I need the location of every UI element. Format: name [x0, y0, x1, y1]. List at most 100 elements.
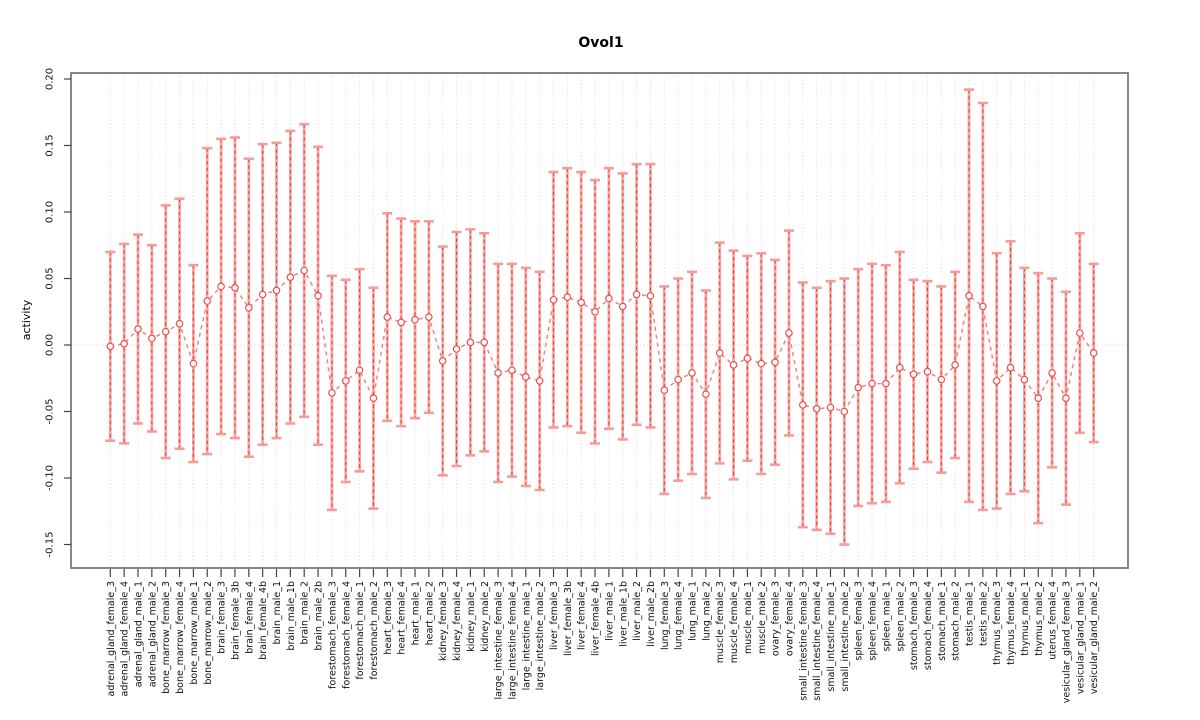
x-tick-label: liver_male_2	[632, 581, 643, 641]
x-tick-label: stomach_male_1	[937, 581, 948, 661]
x-tick-label: spleen_male_2	[895, 581, 906, 651]
y-axis-label: activity	[20, 299, 33, 340]
data-point	[314, 291, 322, 300]
x-tick-label: testis_male_1	[965, 581, 976, 646]
x-tick-label: ovary_female_3	[771, 581, 782, 656]
x-tick-label: liver_female_4	[577, 581, 588, 650]
x-tick-label: thymus_male_2	[1034, 581, 1045, 656]
data-point	[812, 405, 821, 413]
data-point	[992, 377, 1001, 385]
data-point	[355, 366, 364, 375]
data-point	[702, 390, 710, 399]
x-tick-label: forestomach_female_4	[341, 581, 352, 689]
x-tick-label: bone_marrow_female_3	[161, 581, 172, 694]
x-tick-label: heart_male_1	[411, 581, 422, 645]
data-point	[1020, 375, 1029, 384]
data-point	[646, 291, 655, 300]
data-point	[1076, 329, 1084, 337]
data-point	[425, 313, 433, 321]
x-tick-label: heart_male_2	[424, 581, 435, 645]
data-point	[937, 375, 946, 384]
x-tick-label: vesicular_gland_male_2	[1089, 581, 1100, 694]
data-point	[1062, 394, 1070, 403]
data-point	[577, 298, 586, 307]
data-point	[979, 302, 987, 311]
data-point	[660, 386, 669, 395]
y-tick-label: 0.05	[45, 267, 56, 289]
x-tick-label: bone_marrow_male_2	[203, 581, 214, 685]
x-tick-label: uterus_female_4	[1048, 581, 1059, 660]
x-tick-label: heart_female_4	[397, 581, 408, 655]
x-tick-label: muscle_female_3	[715, 581, 726, 663]
x-tick-label: muscle_male_2	[757, 581, 768, 654]
data-point	[328, 389, 336, 397]
y-tick-label: 0.15	[45, 134, 56, 156]
data-point	[605, 294, 613, 303]
data-point	[882, 379, 890, 388]
x-tick-label: brain_male_1b	[286, 581, 297, 651]
data-point	[148, 334, 156, 343]
data-point	[189, 359, 198, 368]
x-tick-label: brain_female_3b	[230, 581, 241, 660]
plot-frame	[70, 72, 1129, 569]
x-tick-label: small_intestine_male_1	[826, 581, 837, 692]
x-tick-label: brain_male_1	[272, 581, 283, 645]
x-tick-label: brain_female_3	[217, 581, 228, 654]
x-tick-label: liver_female_3b	[563, 581, 574, 656]
data-point	[1089, 349, 1098, 357]
data-point	[674, 375, 682, 384]
data-point	[203, 297, 212, 305]
data-point	[438, 357, 447, 365]
x-tick-label: large_intestine_male_1	[521, 581, 532, 690]
x-tick-label: brain_female_4b	[258, 581, 269, 660]
series-line	[110, 269, 1095, 413]
data-point	[688, 369, 696, 377]
data-point	[272, 286, 281, 295]
data-point	[591, 307, 599, 316]
data-point	[632, 290, 641, 299]
data-point	[854, 383, 863, 392]
x-tick-label: brain_male_2b	[314, 581, 325, 651]
data-point	[411, 315, 419, 324]
x-tick-label: forestomach_female_3	[327, 581, 338, 689]
x-tick-label: vesicular_gland_male_1	[1075, 581, 1086, 694]
data-point	[286, 273, 295, 281]
y-tick-label: 0.00	[45, 334, 56, 356]
data-point	[231, 284, 239, 292]
x-tick-label: liver_male_2b	[646, 581, 657, 647]
data-point	[923, 367, 932, 376]
data-point	[508, 366, 516, 375]
x-tick-label: kidney_male_1	[466, 581, 477, 652]
x-tick-label: spleen_female_4	[868, 581, 879, 661]
data-point	[1006, 363, 1015, 372]
data-point	[161, 327, 170, 336]
x-tick-label: ovary_female_4	[784, 581, 795, 656]
data-point	[715, 349, 724, 357]
data-point	[120, 339, 128, 348]
x-tick-label: bone_marrow_female_4	[175, 581, 186, 694]
data-point	[106, 342, 115, 351]
y-tick-label: 0.10	[45, 201, 56, 223]
data-point	[1034, 394, 1043, 403]
x-tick-label: large_intestine_male_2	[535, 581, 546, 690]
x-tick-label: kidney_male_2	[480, 581, 491, 652]
x-tick-label: kidney_female_3	[438, 581, 449, 661]
data-point	[757, 359, 766, 368]
data-point	[397, 318, 405, 327]
x-tick-label: forestomach_male_2	[369, 581, 380, 680]
data-point	[826, 403, 835, 412]
x-tick-label: spleen_male_1	[881, 581, 892, 651]
x-tick-label: bone_marrow_male_1	[189, 581, 200, 685]
data-point	[466, 338, 475, 347]
y-tick-label: -0.05	[45, 399, 56, 425]
data-point	[965, 291, 973, 300]
x-tick-label: liver_female_3	[549, 581, 560, 650]
data-point	[535, 377, 544, 385]
x-tick-label: thymus_female_4	[1006, 581, 1017, 665]
data-point	[134, 325, 142, 333]
x-tick-label: large_intestine_female_3	[494, 581, 505, 700]
x-tick-label: adrenal_gland_female_4	[120, 581, 131, 696]
data-point	[563, 293, 572, 301]
